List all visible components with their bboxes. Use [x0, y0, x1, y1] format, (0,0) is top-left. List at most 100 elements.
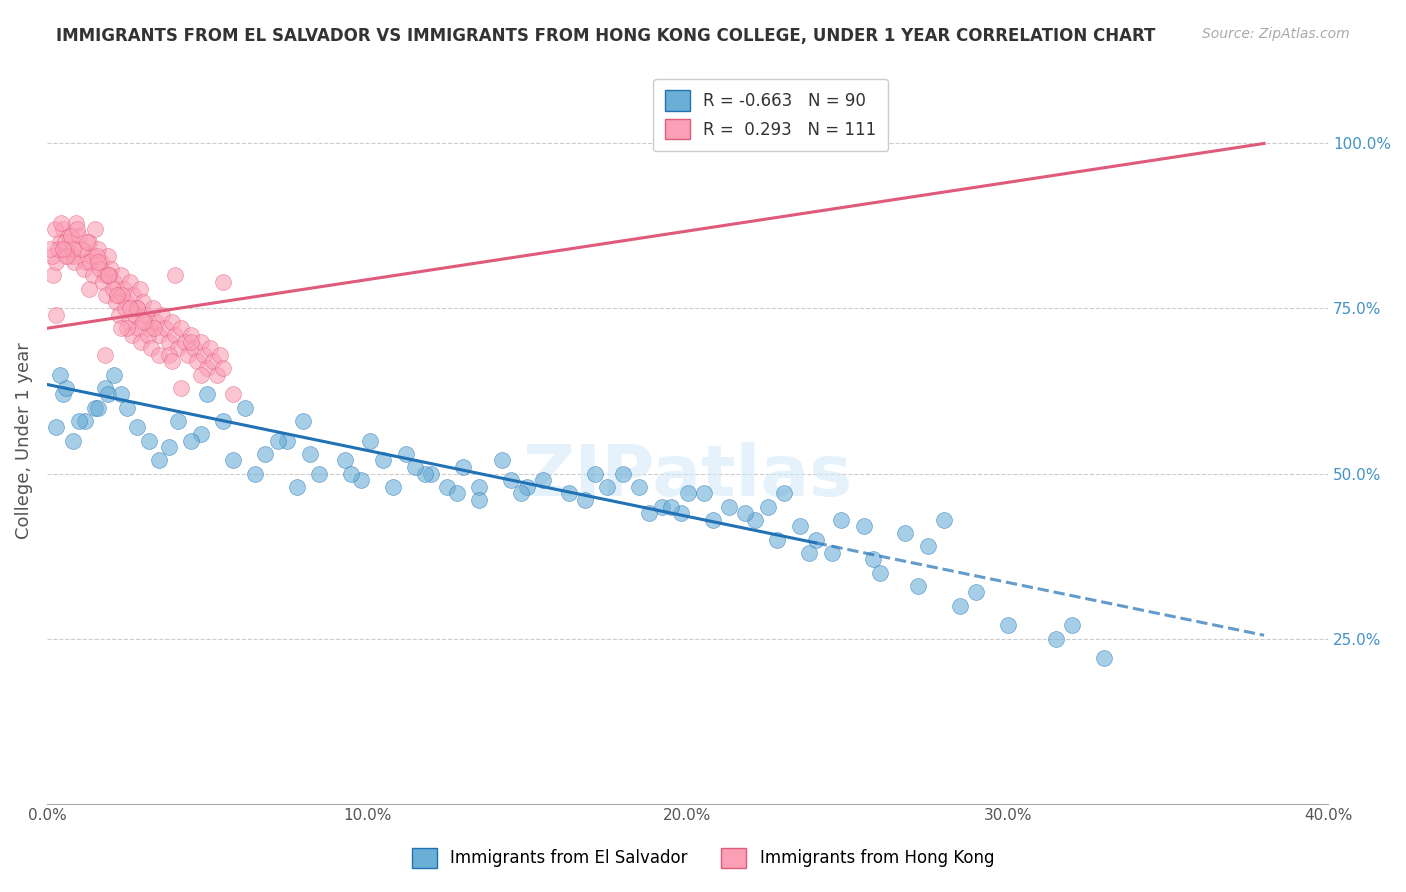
Point	[350, 473, 373, 487]
Point	[157, 348, 180, 362]
Point	[212, 275, 235, 289]
Point	[202, 354, 225, 368]
Point	[718, 500, 741, 514]
Point	[1060, 618, 1083, 632]
Point	[661, 500, 683, 514]
Y-axis label: College, Under 1 year: College, Under 1 year	[15, 343, 32, 539]
Point	[79, 255, 101, 269]
Point	[420, 467, 443, 481]
Point	[558, 486, 581, 500]
Legend: R = -0.663   N = 90, R =  0.293   N = 111: R = -0.663 N = 90, R = 0.293 N = 111	[654, 78, 889, 151]
Point	[167, 414, 190, 428]
Point	[110, 321, 132, 335]
Point	[180, 334, 202, 349]
Point	[413, 467, 436, 481]
Point	[134, 315, 156, 329]
Point	[125, 301, 148, 316]
Point	[103, 275, 125, 289]
Point	[157, 334, 180, 349]
Point	[42, 268, 65, 283]
Point	[46, 242, 69, 256]
Point	[381, 480, 404, 494]
Point	[120, 301, 142, 316]
Point	[285, 480, 308, 494]
Point	[1092, 651, 1115, 665]
Point	[89, 261, 111, 276]
Point	[583, 467, 606, 481]
Point	[997, 618, 1019, 632]
Point	[125, 420, 148, 434]
Point	[75, 255, 97, 269]
Point	[395, 447, 418, 461]
Point	[308, 467, 330, 481]
Point	[669, 506, 692, 520]
Point	[84, 222, 107, 236]
Point	[180, 327, 202, 342]
Point	[55, 242, 77, 256]
Point	[148, 348, 170, 362]
Legend: Immigrants from El Salvador, Immigrants from Hong Kong: Immigrants from El Salvador, Immigrants …	[405, 841, 1001, 875]
Point	[124, 308, 146, 322]
Point	[235, 401, 257, 415]
Point	[821, 546, 844, 560]
Point	[612, 467, 634, 481]
Point	[45, 308, 67, 322]
Point	[84, 401, 107, 415]
Point	[468, 480, 491, 494]
Point	[122, 288, 145, 302]
Point	[65, 216, 87, 230]
Point	[105, 288, 128, 302]
Point	[221, 387, 243, 401]
Point	[86, 249, 108, 263]
Point	[772, 486, 794, 500]
Point	[111, 288, 134, 302]
Point	[70, 242, 93, 256]
Point	[195, 387, 218, 401]
Point	[804, 533, 827, 547]
Point	[173, 334, 195, 349]
Point	[104, 294, 127, 309]
Point	[93, 268, 115, 283]
Point	[101, 282, 124, 296]
Point	[276, 434, 298, 448]
Point	[894, 525, 917, 540]
Point	[907, 579, 929, 593]
Point	[125, 301, 148, 316]
Point	[45, 420, 67, 434]
Point	[949, 599, 972, 613]
Point	[55, 249, 77, 263]
Point	[135, 308, 157, 322]
Point	[131, 334, 153, 349]
Point	[702, 513, 724, 527]
Point	[160, 354, 183, 368]
Point	[59, 228, 82, 243]
Point	[692, 486, 714, 500]
Point	[52, 242, 75, 256]
Point	[73, 261, 96, 276]
Point	[56, 249, 79, 263]
Point	[55, 381, 77, 395]
Point	[80, 249, 103, 263]
Point	[148, 453, 170, 467]
Point	[446, 486, 468, 500]
Point	[105, 288, 128, 302]
Point	[170, 321, 193, 335]
Point	[87, 242, 110, 256]
Point	[142, 301, 165, 316]
Point	[212, 414, 235, 428]
Point	[155, 321, 177, 335]
Point	[62, 242, 84, 256]
Point	[53, 235, 76, 250]
Point	[138, 321, 160, 335]
Point	[340, 467, 363, 481]
Point	[62, 249, 84, 263]
Point	[45, 255, 67, 269]
Point	[77, 235, 100, 250]
Point	[117, 315, 139, 329]
Point	[48, 368, 70, 382]
Point	[468, 492, 491, 507]
Point	[58, 228, 80, 243]
Point	[120, 275, 142, 289]
Point	[97, 249, 120, 263]
Point	[67, 414, 90, 428]
